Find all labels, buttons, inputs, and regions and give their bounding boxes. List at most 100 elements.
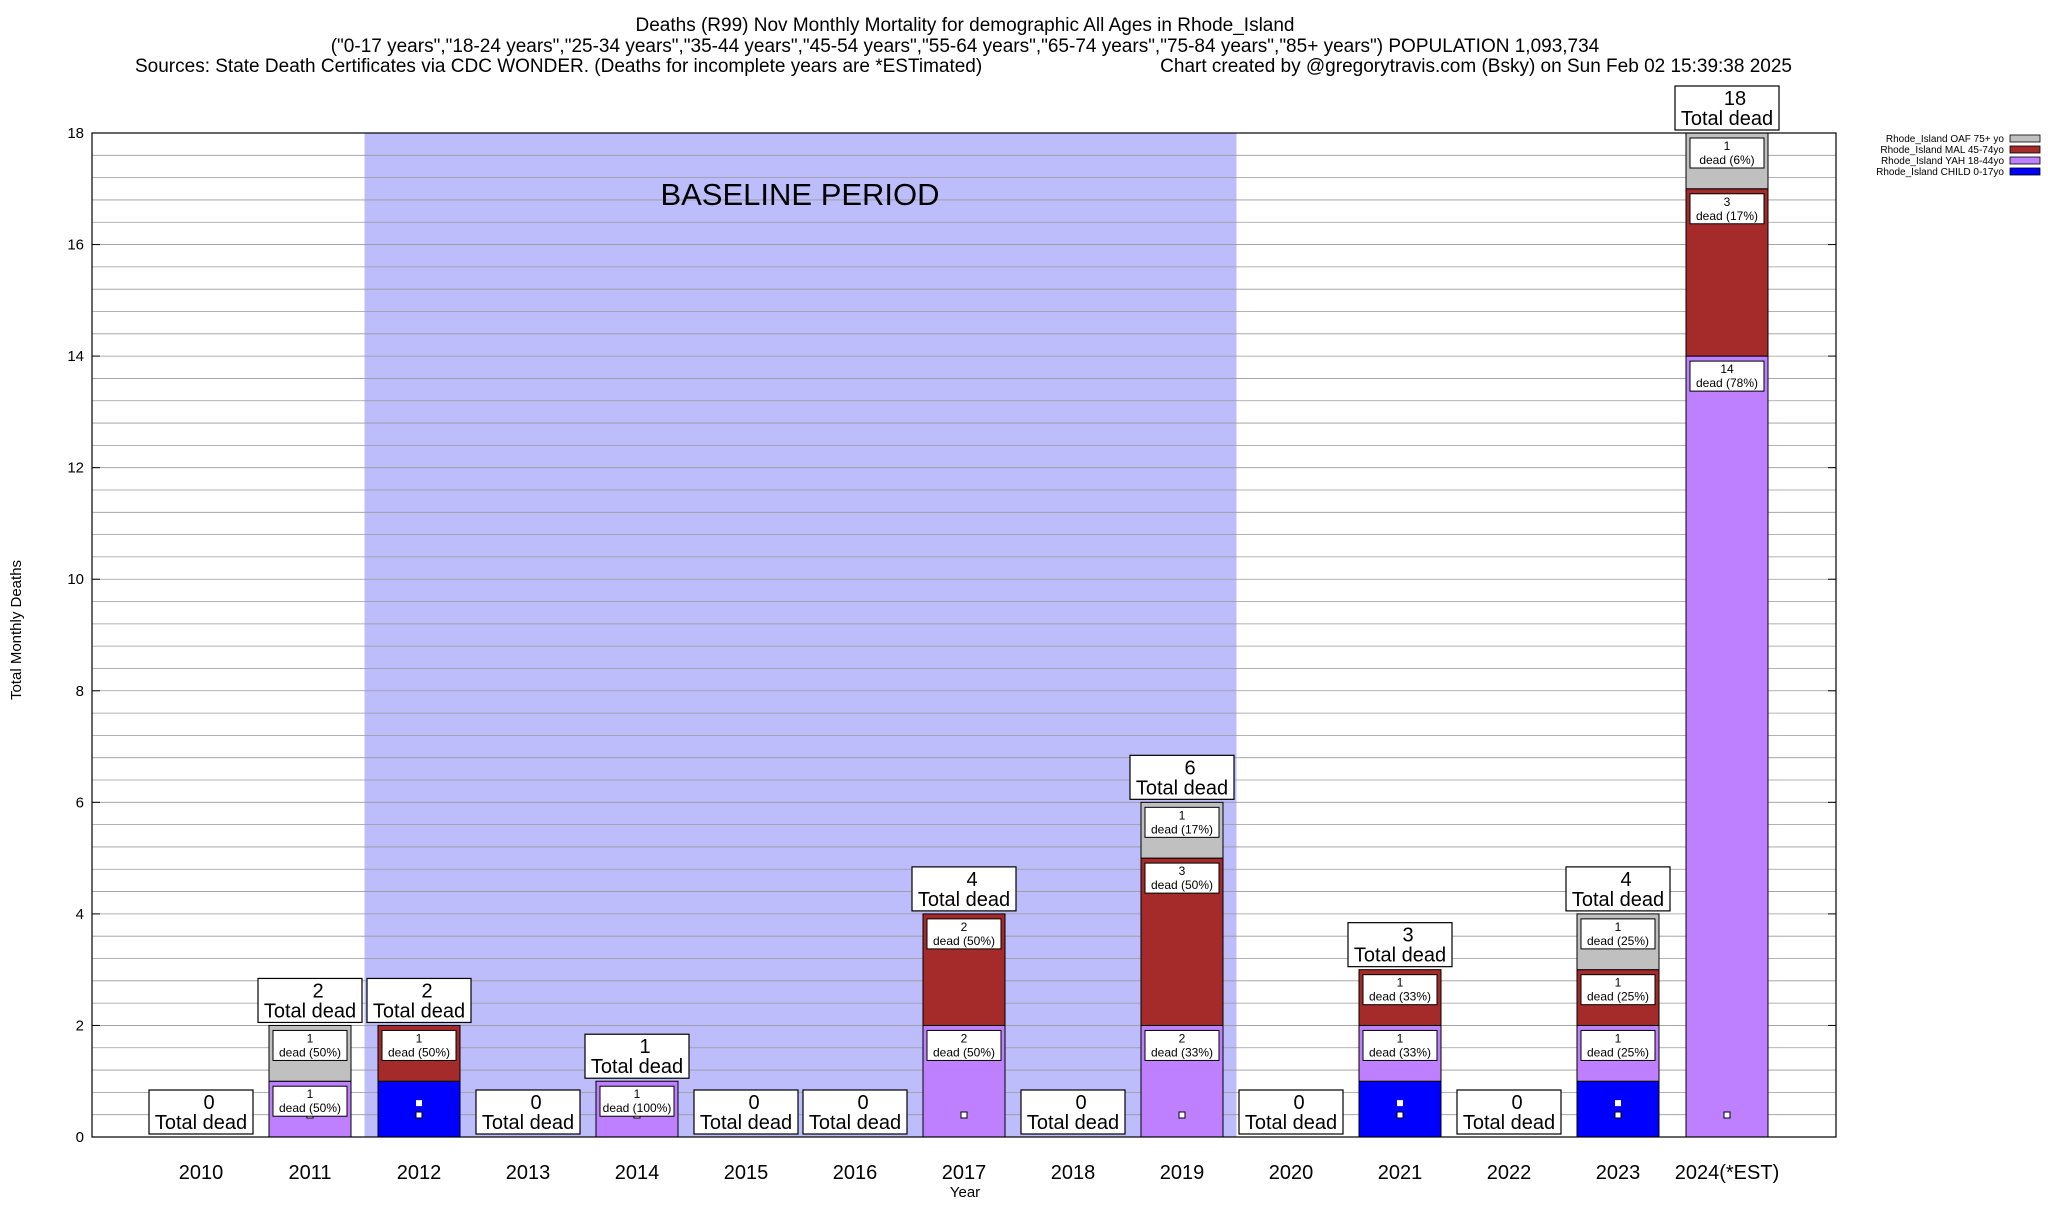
total-dead-word: Total dead: [1136, 777, 1228, 799]
baseline-period-label: BASELINE PERIOD: [660, 177, 939, 212]
segment-label-count: 1: [1179, 808, 1186, 822]
segment-label-count: 1: [307, 1087, 314, 1101]
total-dead-count: 2: [421, 980, 432, 1002]
total-dead-box: [148, 1089, 254, 1135]
x-axis-title: Year: [950, 1184, 980, 1200]
bar-segment-child: [377, 1080, 461, 1138]
chart-credit-text: Chart created by @gregorytravis.com (Bsk…: [1160, 56, 1792, 77]
total-dead-word: Total dead: [1027, 1112, 1119, 1134]
total-dead-count: 0: [857, 1092, 868, 1114]
total-dead-word: Total dead: [918, 889, 1010, 911]
legend-item-mal: Rhode_Island MAL 45-74yo: [1880, 145, 2041, 156]
total-dead-box: [584, 1033, 690, 1079]
total-dead-count: 4: [1620, 869, 1631, 891]
x-tick-label: 2024(*EST): [1675, 1162, 1780, 1184]
x-tick-label: 2010: [179, 1162, 224, 1184]
x-tick-marker: [415, 1111, 423, 1119]
total-dead-word: Total dead: [1463, 1112, 1555, 1134]
segment-label-box: [599, 1085, 675, 1117]
x-tick-marker: [1614, 1111, 1622, 1119]
segment-label-percent: dead (25%): [1587, 1045, 1649, 1059]
legend-item-child: Rhode_Island CHILD 0-17yo: [1876, 167, 2041, 178]
segment-label-count: 2: [1179, 1031, 1186, 1045]
x-tick-label: 2019: [1160, 1162, 1205, 1184]
x-tick-label: 2020: [1269, 1162, 1314, 1184]
y-tick-label: 12: [67, 460, 84, 477]
y-tick-label: 2: [76, 1017, 84, 1034]
total-dead-count: 18: [1724, 88, 1746, 110]
total-dead-word: Total dead: [1245, 1112, 1337, 1134]
total-dead-word: Total dead: [1354, 945, 1446, 967]
legend-swatch: [2009, 145, 2041, 154]
segment-label-box: [1580, 974, 1656, 1006]
segment-label-box: [1144, 806, 1220, 838]
segment-label-percent: dead (100%): [603, 1101, 672, 1115]
total-dead-count: 6: [1184, 757, 1195, 779]
segment-label-count: 1: [1615, 976, 1622, 990]
y-tick-label: 18: [67, 125, 84, 142]
segment-label-percent: dead (17%): [1151, 822, 1213, 836]
total-dead-box: [1456, 1089, 1562, 1135]
segment-label-count: 1: [1615, 1031, 1622, 1045]
legend-item-oaf: Rhode_Island OAF 75+ yo: [1886, 134, 2041, 145]
y-tick-label: 0: [76, 1129, 84, 1146]
segment-label-percent: dead (6%): [1699, 153, 1754, 167]
segment-label-percent: dead (50%): [1151, 878, 1213, 892]
bar-segment-child: [1358, 1080, 1442, 1138]
legend-swatch: [2009, 134, 2041, 143]
segment-label-box: [926, 1029, 1002, 1061]
x-tick-marker: [1396, 1111, 1404, 1119]
segment-label-count: 1: [1724, 139, 1731, 153]
baseline-band-layer: [364, 133, 1237, 1137]
x-tick-label: 2018: [1051, 1162, 1096, 1184]
y-tick-label: 4: [76, 906, 84, 923]
segment-label-percent: dead (33%): [1369, 990, 1431, 1004]
x-tick-marker: [1178, 1111, 1186, 1119]
bar-center-marker: [1397, 1100, 1403, 1107]
total-dead-word: Total dead: [700, 1112, 792, 1134]
segment-label-box: [272, 1085, 348, 1117]
segment-label-box: [1689, 193, 1765, 225]
total-dead-box: [1129, 754, 1235, 800]
segment-label-box: [1689, 137, 1765, 169]
segment-label-box: [1144, 862, 1220, 894]
legend-label: Rhode_Island CHILD 0-17yo: [1876, 167, 2004, 178]
x-tick-label: 2023: [1596, 1162, 1641, 1184]
total-dead-count: 1: [639, 1036, 650, 1058]
chart-title-line2: ("0-17 years","18-24 years","25-34 years…: [331, 36, 1600, 57]
legend-label: Rhode_Island MAL 45-74yo: [1880, 145, 2004, 156]
segment-label-percent: dead (50%): [279, 1045, 341, 1059]
total-dead-count: 4: [966, 869, 977, 891]
segment-label-box: [1580, 1029, 1656, 1061]
bar-center-marker: [416, 1100, 422, 1107]
y-tick-label: 10: [67, 571, 84, 588]
total-dead-count: 0: [1511, 1092, 1522, 1114]
total-dead-word: Total dead: [264, 1000, 356, 1022]
y-tick-label: 14: [67, 348, 84, 365]
segment-label-count: 2: [961, 1031, 968, 1045]
total-dead-word: Total dead: [1572, 889, 1664, 911]
x-tick-label: 2011: [288, 1162, 331, 1184]
y-axis-title: Total Monthly Deaths: [8, 560, 25, 700]
segment-label-box: [272, 1029, 348, 1061]
segment-label-percent: dead (25%): [1587, 934, 1649, 948]
segment-label-box: [381, 1029, 457, 1061]
